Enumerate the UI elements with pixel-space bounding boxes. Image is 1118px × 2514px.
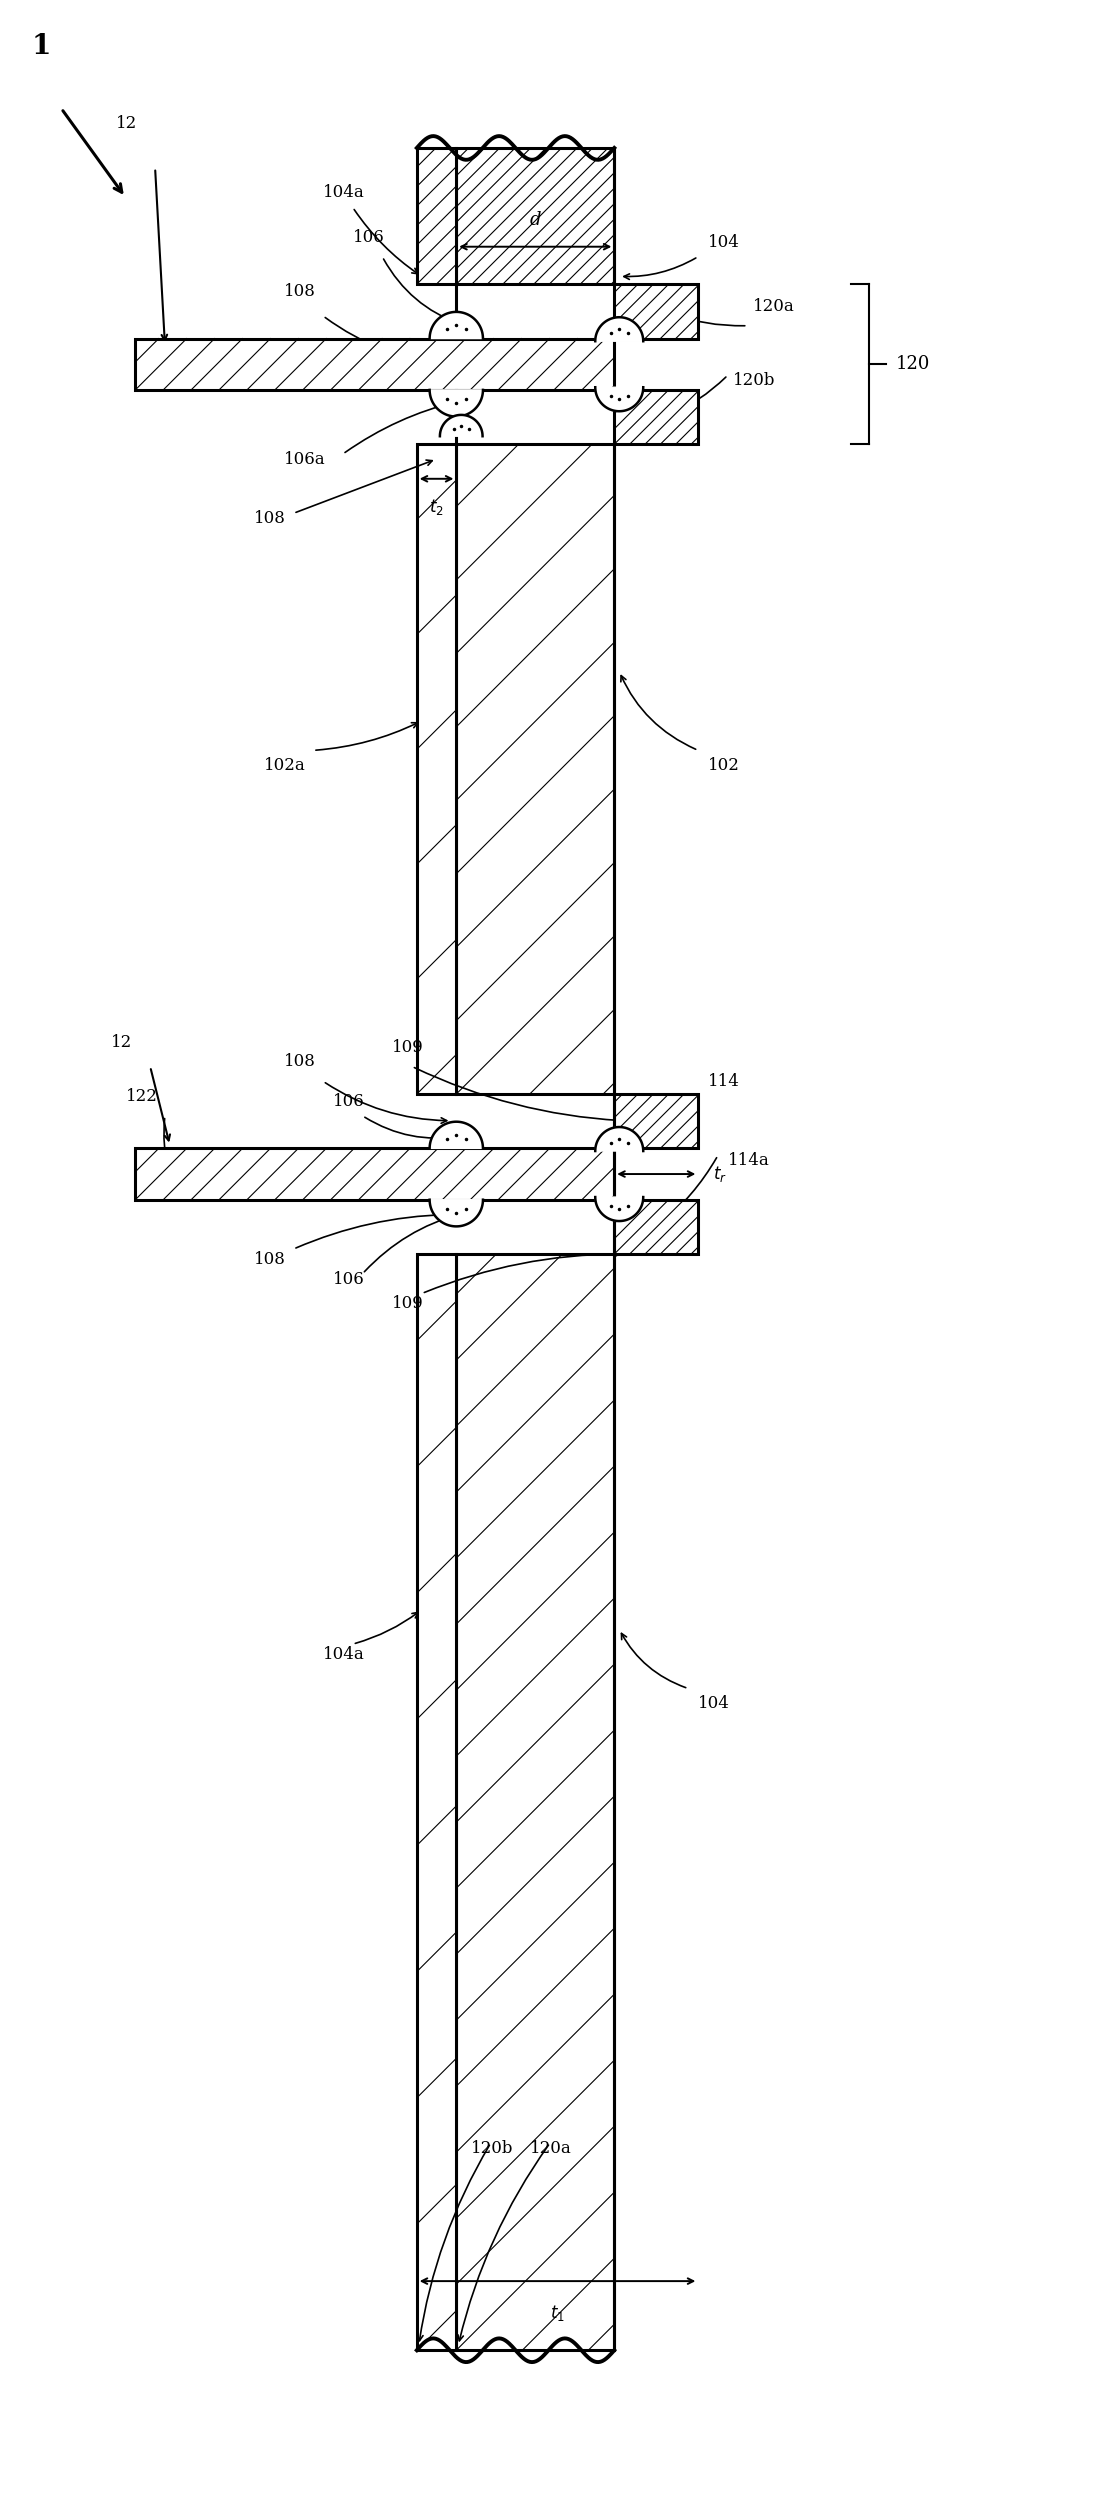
Polygon shape xyxy=(595,387,643,412)
Text: 104a: 104a xyxy=(323,184,364,201)
Polygon shape xyxy=(429,390,483,417)
Text: 102: 102 xyxy=(708,757,740,774)
Bar xyxy=(614,390,699,445)
Bar xyxy=(135,1149,614,1199)
Text: 106: 106 xyxy=(333,1270,364,1287)
Text: 114a: 114a xyxy=(728,1151,769,1169)
Text: 1: 1 xyxy=(31,33,51,60)
Text: 108: 108 xyxy=(254,1252,286,1267)
Text: 120b: 120b xyxy=(732,372,775,390)
Bar xyxy=(456,445,614,1094)
Text: $t_2$: $t_2$ xyxy=(429,498,444,515)
Text: 104a: 104a xyxy=(323,1647,364,1662)
Bar xyxy=(417,1254,456,2351)
Text: $t_r$: $t_r$ xyxy=(713,1164,727,1184)
Text: 114: 114 xyxy=(708,1073,740,1091)
Bar xyxy=(614,1199,699,1254)
Text: 104: 104 xyxy=(708,234,740,251)
Bar xyxy=(456,1254,614,2351)
Polygon shape xyxy=(595,317,643,342)
Text: 106a: 106a xyxy=(284,450,325,468)
Polygon shape xyxy=(595,1197,643,1222)
Text: 108: 108 xyxy=(284,1053,315,1071)
Text: 12: 12 xyxy=(115,116,136,133)
Text: 120: 120 xyxy=(896,354,930,372)
Polygon shape xyxy=(429,312,483,339)
Text: 106: 106 xyxy=(333,1094,364,1109)
Text: 108: 108 xyxy=(254,510,286,528)
Text: 108: 108 xyxy=(284,284,315,299)
Text: 109: 109 xyxy=(392,1295,424,1312)
Bar xyxy=(135,339,614,390)
Text: 12: 12 xyxy=(111,1033,132,1051)
Polygon shape xyxy=(439,415,483,437)
Text: $t_1$: $t_1$ xyxy=(550,2303,565,2323)
Bar xyxy=(417,445,456,1094)
Polygon shape xyxy=(595,1126,643,1151)
Text: 102a: 102a xyxy=(264,757,305,774)
Text: 120a: 120a xyxy=(752,297,794,314)
Text: 122: 122 xyxy=(125,1089,158,1106)
Bar xyxy=(614,284,699,339)
Text: 109: 109 xyxy=(392,1038,424,1056)
Bar xyxy=(417,148,456,284)
Polygon shape xyxy=(429,1199,483,1227)
Text: d: d xyxy=(530,211,541,229)
Polygon shape xyxy=(429,1121,483,1149)
Bar xyxy=(456,148,614,284)
Text: 106: 106 xyxy=(352,229,385,246)
Text: 120b: 120b xyxy=(471,2139,513,2157)
Bar xyxy=(614,1094,699,1149)
Text: 120a: 120a xyxy=(530,2139,572,2157)
Text: 104: 104 xyxy=(699,1694,730,1712)
